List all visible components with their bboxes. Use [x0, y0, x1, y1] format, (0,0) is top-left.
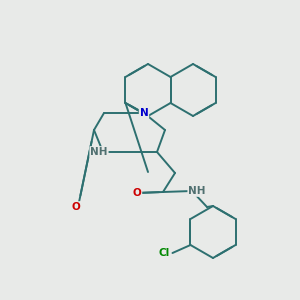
Text: O: O [133, 188, 141, 198]
Text: NH: NH [90, 147, 108, 157]
Text: NH: NH [188, 186, 206, 196]
Text: Cl: Cl [159, 248, 170, 258]
Text: O: O [72, 202, 80, 212]
Text: N: N [140, 108, 148, 118]
